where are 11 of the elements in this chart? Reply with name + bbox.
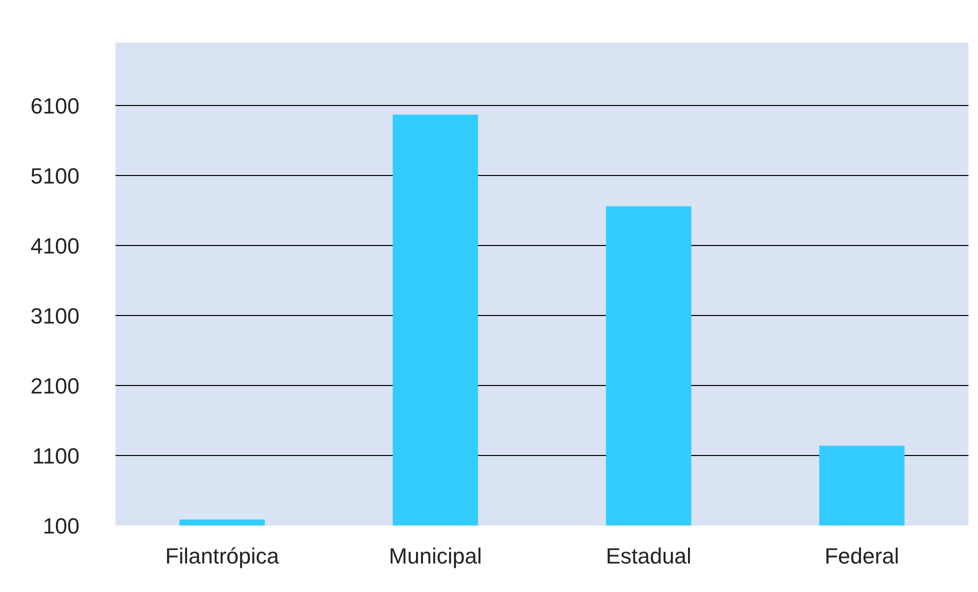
x-tick-label: Filantrópica [165, 544, 280, 568]
y-tick-label: 3100 [30, 304, 80, 328]
y-tick-label: 5100 [30, 164, 80, 188]
y-tick-label: 2100 [30, 374, 80, 398]
x-tick-label: Estadual [606, 544, 692, 568]
y-tick-label: 1100 [32, 444, 80, 468]
x-tick-label: Federal [824, 544, 900, 568]
y-tick-label: 6100 [30, 94, 80, 118]
x-tick-label: Municipal [388, 544, 482, 568]
y-tick-label: 100 [42, 514, 80, 538]
y-tick-label: 4100 [30, 234, 80, 258]
